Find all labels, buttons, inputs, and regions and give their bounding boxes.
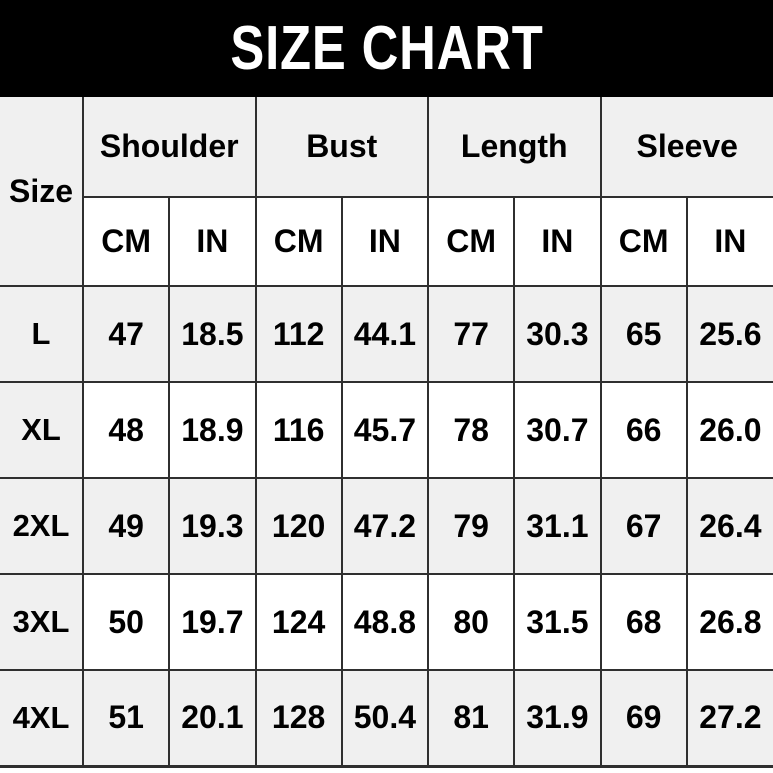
measurement-cell: 50.4 — [340, 669, 430, 768]
measurement-cell: 26.8 — [685, 573, 773, 671]
measurement-cell: 30.7 — [513, 381, 602, 479]
unit-header-length-in: IN — [513, 196, 602, 287]
unit-header-shoulder-cm: CM — [83, 196, 171, 287]
size-row-2xl: 2XL 49 19.3 120 47.2 79 31.1 67 26.4 — [0, 477, 773, 575]
unit-header-shoulder-in: IN — [168, 196, 257, 287]
size-row-l: L 47 18.5 112 44.1 77 30.3 65 25.6 — [0, 285, 773, 383]
row-label-4xl: 4XL — [0, 669, 84, 768]
measurement-cell: 47.2 — [340, 477, 430, 575]
measurement-cell: 50 — [81, 573, 171, 671]
measurement-cell: 27.2 — [685, 669, 773, 768]
measurement-cell: 18.5 — [168, 285, 257, 383]
measurement-cell: 67 — [599, 477, 688, 575]
column-header-length: Length — [427, 97, 602, 198]
unit-header-sleeve-cm: CM — [599, 196, 688, 287]
measurement-cell: 49 — [81, 477, 171, 575]
measurement-cell: 18.9 — [168, 381, 257, 479]
measurement-cell: 112 — [254, 285, 343, 383]
size-row-xl: XL 48 18.9 116 45.7 78 30.7 66 26.0 — [0, 381, 773, 479]
measurement-cell: 45.7 — [340, 381, 430, 479]
measurement-cell: 77 — [426, 285, 516, 383]
measurement-cell: 68 — [599, 573, 688, 671]
measurement-cell: 69 — [599, 669, 688, 768]
row-label-xl: XL — [0, 381, 84, 479]
row-label-2xl: 2XL — [0, 477, 84, 575]
measurement-cell: 20.1 — [168, 669, 257, 768]
table-header-unit-row: CM IN CM IN CM IN CM IN — [0, 196, 773, 287]
measurement-cell: 128 — [254, 669, 343, 768]
measurement-cell: 26.4 — [685, 477, 773, 575]
measurement-cell: 31.1 — [513, 477, 602, 575]
measurement-cell: 19.3 — [168, 477, 257, 575]
page-title: SIZE CHART — [229, 14, 544, 83]
unit-header-bust-in: IN — [340, 196, 430, 287]
unit-header-sleeve-in: IN — [685, 196, 773, 287]
measurement-cell: 31.5 — [513, 573, 602, 671]
measurement-cell: 66 — [599, 381, 688, 479]
measurement-cell: 81 — [426, 669, 516, 768]
measurement-cell: 25.6 — [685, 285, 773, 383]
measurement-cell: 48.8 — [340, 573, 430, 671]
column-header-bust: Bust — [254, 97, 429, 198]
size-row-3xl: 3XL 50 19.7 124 48.8 80 31.5 68 26.8 — [0, 573, 773, 671]
table-header-group-row: Size Shoulder Bust Length Sleeve — [0, 97, 773, 287]
measurement-cell: 65 — [599, 285, 688, 383]
unit-header-bust-cm: CM — [254, 196, 343, 287]
measurement-cell: 47 — [81, 285, 171, 383]
measurement-cell: 124 — [254, 573, 343, 671]
measurement-cell: 48 — [81, 381, 171, 479]
measurement-cell: 120 — [254, 477, 343, 575]
size-chart-table: Size Shoulder Bust Length Sleeve CM IN C… — [0, 97, 773, 768]
measurement-cell: 116 — [254, 381, 343, 479]
measurement-cell: 78 — [426, 381, 516, 479]
measurement-cell: 19.7 — [168, 573, 257, 671]
size-row-4xl: 4XL 51 20.1 128 50.4 81 31.9 69 27.2 — [0, 669, 773, 768]
row-label-3xl: 3XL — [0, 573, 84, 671]
unit-header-length-cm: CM — [426, 196, 516, 287]
column-header-size: Size — [0, 97, 84, 287]
size-chart-banner: SIZE CHART — [0, 0, 773, 97]
measurement-cell: 80 — [426, 573, 516, 671]
column-header-shoulder: Shoulder — [82, 97, 257, 198]
measurement-cell: 31.9 — [513, 669, 602, 768]
measurement-cell: 30.3 — [513, 285, 602, 383]
column-header-sleeve: Sleeve — [599, 97, 773, 198]
measurement-cell: 51 — [81, 669, 171, 768]
row-label-l: L — [0, 285, 84, 383]
measurement-cell: 26.0 — [685, 381, 773, 479]
measurement-cell: 44.1 — [340, 285, 430, 383]
measurement-cell: 79 — [426, 477, 516, 575]
